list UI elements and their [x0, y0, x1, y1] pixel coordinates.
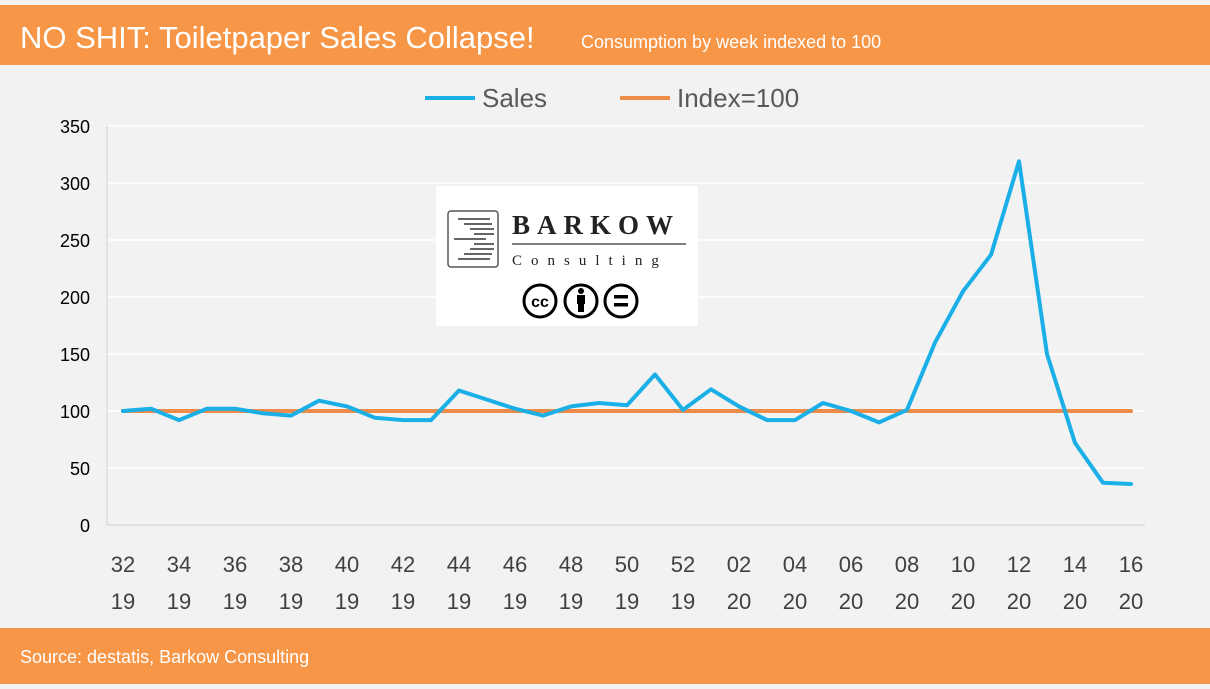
cc-icon: cc	[522, 283, 558, 319]
chart-subtitle: Consumption by week indexed to 100	[581, 32, 882, 52]
x-tick-label: 16 20	[1119, 552, 1143, 614]
source-note: Source: destatis, Barkow Consulting	[20, 647, 310, 667]
no-derivatives-icon	[603, 283, 639, 319]
y-tick-label: 150	[60, 345, 90, 365]
x-tick-label: 50 19	[615, 552, 639, 614]
x-tick-label: 48 19	[559, 552, 583, 614]
x-tick-label: 06 20	[839, 552, 863, 614]
x-tick-label: 14 20	[1063, 552, 1087, 614]
x-tick-label: 46 19	[503, 552, 527, 614]
line-chart: 0 50 100 150 200 250 300 350 32 19 34 19 36 19 38 19 40 1…	[60, 83, 1145, 614]
logo-tagline: Consulting	[512, 253, 668, 269]
svg-text:cc: cc	[531, 294, 549, 311]
logo-wordmark: BARKOW	[512, 210, 680, 240]
x-tick-label: 40 19	[335, 552, 359, 614]
x-tick-label: 12 20	[1007, 552, 1031, 614]
y-tick-label: 50	[70, 459, 90, 479]
chart-title: NO SHIT: Toiletpaper Sales Collapse!	[20, 20, 535, 55]
legend-label-index: Index=100	[677, 83, 799, 113]
x-tick-label: 38 19	[279, 552, 303, 614]
legend-label-sales: Sales	[482, 83, 547, 113]
x-tick-label: 04 20	[783, 552, 807, 614]
x-tick-label: 52 19	[671, 552, 695, 614]
source-banner: Source: destatis, Barkow Consulting	[0, 628, 1210, 684]
y-tick-label: 0	[80, 516, 90, 536]
logo-graphic: BARKOW Consulting cc	[447, 210, 686, 319]
title-banner: NO SHIT: Toiletpaper Sales Collapse! Con…	[0, 5, 1210, 65]
y-tick-label: 250	[60, 231, 90, 251]
x-tick-label: 08 20	[895, 552, 919, 614]
barkow-emblem-icon	[447, 210, 499, 268]
x-tick-label: 10 20	[951, 552, 975, 614]
x-tick-label: 32 19	[111, 552, 135, 614]
x-tick-label: 44 19	[447, 552, 471, 614]
x-tick-label: 02 20	[727, 552, 751, 614]
sales-series-line	[121, 159, 1133, 486]
x-tick-label: 42 19	[391, 552, 415, 614]
x-tick-label: 34 19	[167, 552, 191, 614]
y-tick-label: 200	[60, 288, 90, 308]
barkow-logo: BARKOW Consulting cc	[436, 186, 698, 326]
attribution-icon	[563, 283, 599, 319]
y-tick-label: 300	[60, 174, 90, 194]
y-tick-label: 100	[60, 402, 90, 422]
y-tick-label: 350	[60, 117, 90, 137]
x-tick-label: 36 19	[223, 552, 247, 614]
